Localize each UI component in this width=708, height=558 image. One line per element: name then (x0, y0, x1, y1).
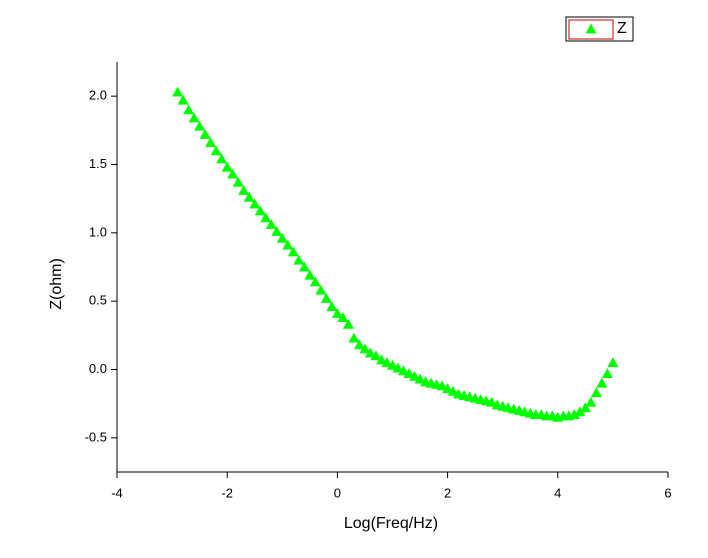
data-point (387, 359, 398, 370)
data-point (282, 239, 294, 250)
data-point (183, 104, 195, 115)
y-tick-label: 0.5 (89, 293, 107, 308)
data-point (342, 318, 354, 329)
data-point (326, 301, 338, 312)
data-point (447, 385, 459, 396)
data-point (590, 387, 602, 398)
data-point (370, 350, 382, 361)
x-tick-label: 6 (664, 485, 671, 500)
data-point (271, 225, 283, 236)
data-point (260, 212, 272, 223)
data-point (188, 112, 200, 123)
data-point (249, 198, 261, 209)
data-point (221, 161, 233, 172)
data-point (265, 219, 277, 230)
data-point (309, 276, 321, 287)
data-point (574, 406, 586, 417)
data-point (436, 380, 448, 391)
legend-box (565, 16, 634, 42)
data-point (205, 137, 217, 148)
data-point (392, 362, 404, 373)
data-point (293, 254, 305, 265)
data-point (320, 292, 332, 303)
data-point (364, 347, 376, 358)
data-point (227, 168, 239, 179)
y-tick-label: -0.5 (85, 429, 107, 444)
data-point (596, 377, 608, 388)
data-point (315, 284, 327, 295)
data-point (232, 176, 244, 187)
data-point (403, 368, 415, 378)
legend-marker (585, 23, 597, 34)
data-point (238, 184, 250, 195)
x-tick-label: 0 (334, 485, 341, 500)
data-point (254, 205, 266, 216)
x-tick-label: -2 (221, 485, 233, 500)
data-point (276, 232, 288, 243)
data-point (375, 354, 387, 365)
y-tick-label: 2.0 (89, 88, 107, 103)
y-tick-label: 1.0 (89, 224, 107, 239)
data-point (585, 396, 597, 407)
data-point (398, 365, 410, 376)
data-point (381, 357, 393, 368)
x-tick-label: -4 (111, 485, 123, 500)
data-point (601, 368, 613, 378)
data-point (409, 370, 421, 381)
data-point (298, 261, 310, 272)
data-point (579, 402, 591, 413)
data-point (337, 312, 349, 322)
data-point (210, 145, 222, 156)
data-point (568, 409, 580, 419)
data-point (304, 269, 316, 280)
data-point (194, 120, 206, 131)
data-point (243, 191, 255, 202)
data-point (414, 373, 426, 384)
data-point (353, 339, 365, 350)
data-point (177, 94, 189, 105)
data-point (607, 357, 619, 368)
legend-label: Z (617, 20, 627, 37)
data-point (199, 128, 211, 139)
x-tick-label: 4 (554, 485, 561, 500)
data-point (442, 383, 454, 394)
y-tick-label: 1.5 (89, 156, 107, 171)
data-point (287, 246, 299, 257)
x-axis-label: Log(Freq/Hz) (344, 515, 438, 532)
x-tick-label: 2 (444, 485, 451, 500)
data-point (331, 307, 343, 318)
data-point (172, 86, 184, 97)
y-axis-label: Z(ohm) (48, 258, 65, 310)
data-point (486, 396, 498, 407)
data-point (359, 343, 371, 354)
data-point (348, 332, 360, 343)
y-tick-label: 0.0 (89, 361, 107, 376)
legend-highlight (568, 19, 614, 40)
data-point (216, 153, 228, 164)
